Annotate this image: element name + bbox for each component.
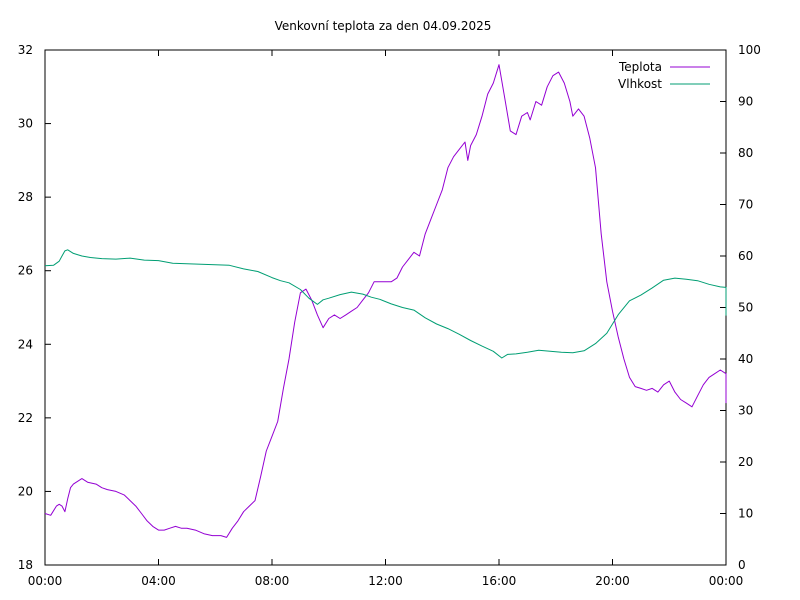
series-layer [44,64,727,538]
y-left-tick-label: 32 [18,43,33,57]
x-tick-label: 16:00 [482,574,517,588]
y-right-tick-label: 10 [738,507,753,521]
x-tick-label: 08:00 [255,574,290,588]
axis-ticks: 00:00 04:00 08:00 12:00 16:00 20:00 00:00 18 20 2… [18,43,761,588]
y-right-tick-label: 50 [738,301,753,315]
y-left-tick-label: 24 [18,337,33,351]
y-left-tick-label: 26 [18,264,33,278]
chart-title: Venkovní teplota za den 04.09.2025 [275,19,492,33]
y-right-tick-label: 90 [738,95,753,109]
vlhkost-line [44,249,727,359]
x-tick-label: 00:00 [709,574,744,588]
y-right-tick-label: 60 [738,249,753,263]
y-right-tick-label: 30 [738,404,753,418]
y-right-tick-label: 20 [738,455,753,469]
x-tick-label: 12:00 [368,574,403,588]
x-tick-label: 00:00 [28,574,63,588]
y-left-tick-label: 30 [18,117,33,131]
y-left-tick-label: 22 [18,411,33,425]
legend: Teplota Vlhkost [618,60,710,91]
x-tick-label: 20:00 [595,574,630,588]
y-right-tick-label: 100 [738,43,761,57]
x-tick-label: 04:00 [141,574,176,588]
legend-label-vlhkost: Vlhkost [618,77,662,91]
y-right-tick-label: 70 [738,198,753,212]
teplota-line [44,64,727,538]
legend-label-teplota: Teplota [618,60,662,74]
y-right-tick-label: 0 [738,558,746,572]
y-right-tick-label: 80 [738,146,753,160]
y-left-tick-label: 28 [18,190,33,204]
y-left-tick-label: 18 [18,558,33,572]
y-right-tick-label: 40 [738,352,753,366]
y-left-tick-label: 20 [18,484,33,498]
